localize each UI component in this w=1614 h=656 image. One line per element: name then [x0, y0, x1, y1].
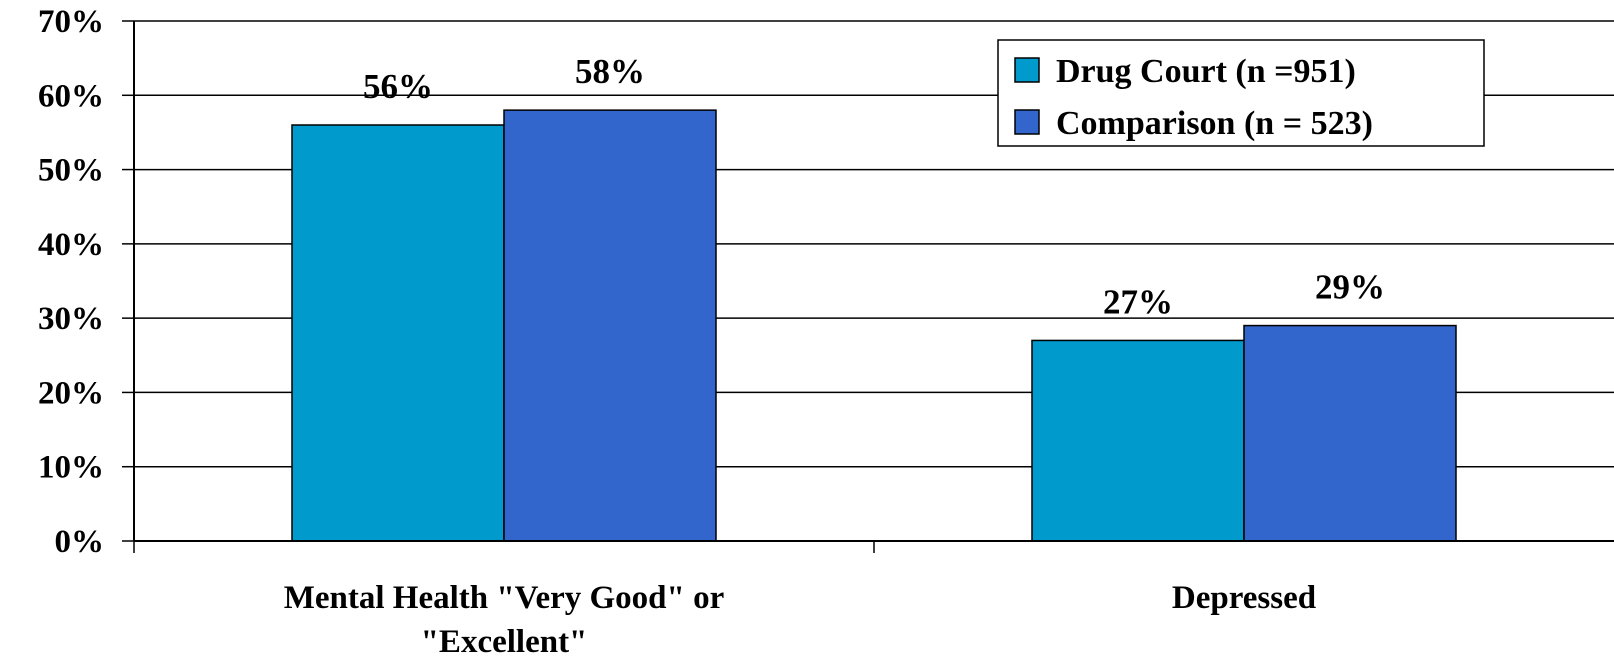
legend-swatch [1014, 57, 1040, 83]
data-label: 58% [575, 52, 645, 91]
y-tick-label: 0% [55, 524, 105, 560]
y-tick-label: 20% [38, 375, 104, 411]
bar [1031, 339, 1245, 542]
y-tick-label: 40% [38, 227, 104, 263]
category-label: Mental Health "Very Good" or [284, 580, 725, 616]
bar [503, 109, 717, 542]
y-tick-label: 10% [38, 450, 104, 486]
data-labels: 56% 58% 27% 29% [363, 52, 1385, 321]
legend-label: Comparison (n = 523) [1056, 105, 1373, 142]
y-tick-label: 70% [38, 4, 104, 40]
legend-swatch [1014, 109, 1040, 135]
category-labels: Mental Health "Very Good" or "Excellent" D… [284, 580, 1316, 656]
data-label: 56% [363, 67, 433, 106]
axes [133, 21, 1614, 553]
y-tick-label: 30% [38, 301, 104, 337]
y-tick-label: 60% [38, 78, 104, 114]
y-tick-label: 50% [38, 153, 104, 189]
data-label: 29% [1315, 268, 1385, 307]
legend-label: Drug Court (n =951) [1056, 53, 1356, 90]
bars [291, 109, 1457, 542]
bar [1243, 324, 1457, 542]
bar [291, 124, 505, 542]
category-label: "Excellent" [421, 624, 588, 656]
category-label: Depressed [1172, 580, 1316, 616]
legend: Drug Court (n =951) Comparison (n = 523) [997, 39, 1485, 147]
y-axis-ticks: 0% 10% 20% 30% 40% 50% 60% 70% [38, 4, 134, 560]
legend-box [997, 39, 1485, 147]
data-label: 27% [1103, 282, 1173, 321]
